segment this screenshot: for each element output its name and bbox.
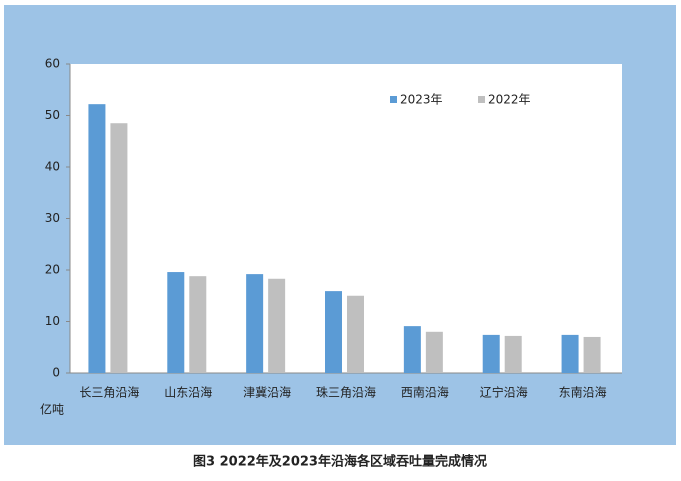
y-tick-label: 50 — [45, 108, 60, 122]
y-tick-label: 30 — [45, 211, 60, 225]
y-tick-label: 0 — [52, 366, 60, 380]
bar — [561, 334, 579, 373]
x-tick-label: 津冀沿海 — [243, 385, 291, 400]
legend-swatch — [478, 96, 485, 103]
legend-label: 2023年 — [400, 93, 443, 107]
y-axis-label: 亿吨 — [40, 402, 64, 417]
x-tick-label: 珠三角沿海 — [316, 385, 376, 400]
x-tick-label: 长三角沿海 — [79, 385, 139, 400]
bar — [583, 336, 601, 373]
bar — [347, 295, 364, 373]
bar — [504, 335, 522, 373]
y-tick-label: 60 — [45, 57, 60, 71]
legend-label: 2022年 — [488, 93, 531, 107]
y-tick-label: 20 — [45, 263, 60, 277]
bar — [246, 274, 264, 373]
bar — [425, 331, 443, 373]
y-tick-label: 40 — [45, 160, 60, 174]
bar — [482, 334, 500, 373]
legend-swatch — [390, 96, 397, 103]
x-tick-label: 西南沿海 — [401, 385, 449, 400]
bar — [268, 278, 286, 373]
bar — [189, 276, 207, 373]
x-tick-label: 东南沿海 — [559, 385, 607, 400]
plot-area — [70, 64, 622, 373]
y-tick-label: 10 — [45, 314, 60, 328]
x-tick-label: 辽宁沿海 — [480, 385, 528, 400]
bar — [167, 272, 185, 373]
chart-title: 图3 2022年及2023年沿海各区域吞吐量完成情况 — [193, 454, 487, 470]
x-tick-label: 山东沿海 — [164, 385, 212, 400]
bar — [88, 104, 106, 374]
bar — [325, 291, 342, 373]
bar — [110, 123, 128, 373]
bar — [403, 326, 421, 373]
